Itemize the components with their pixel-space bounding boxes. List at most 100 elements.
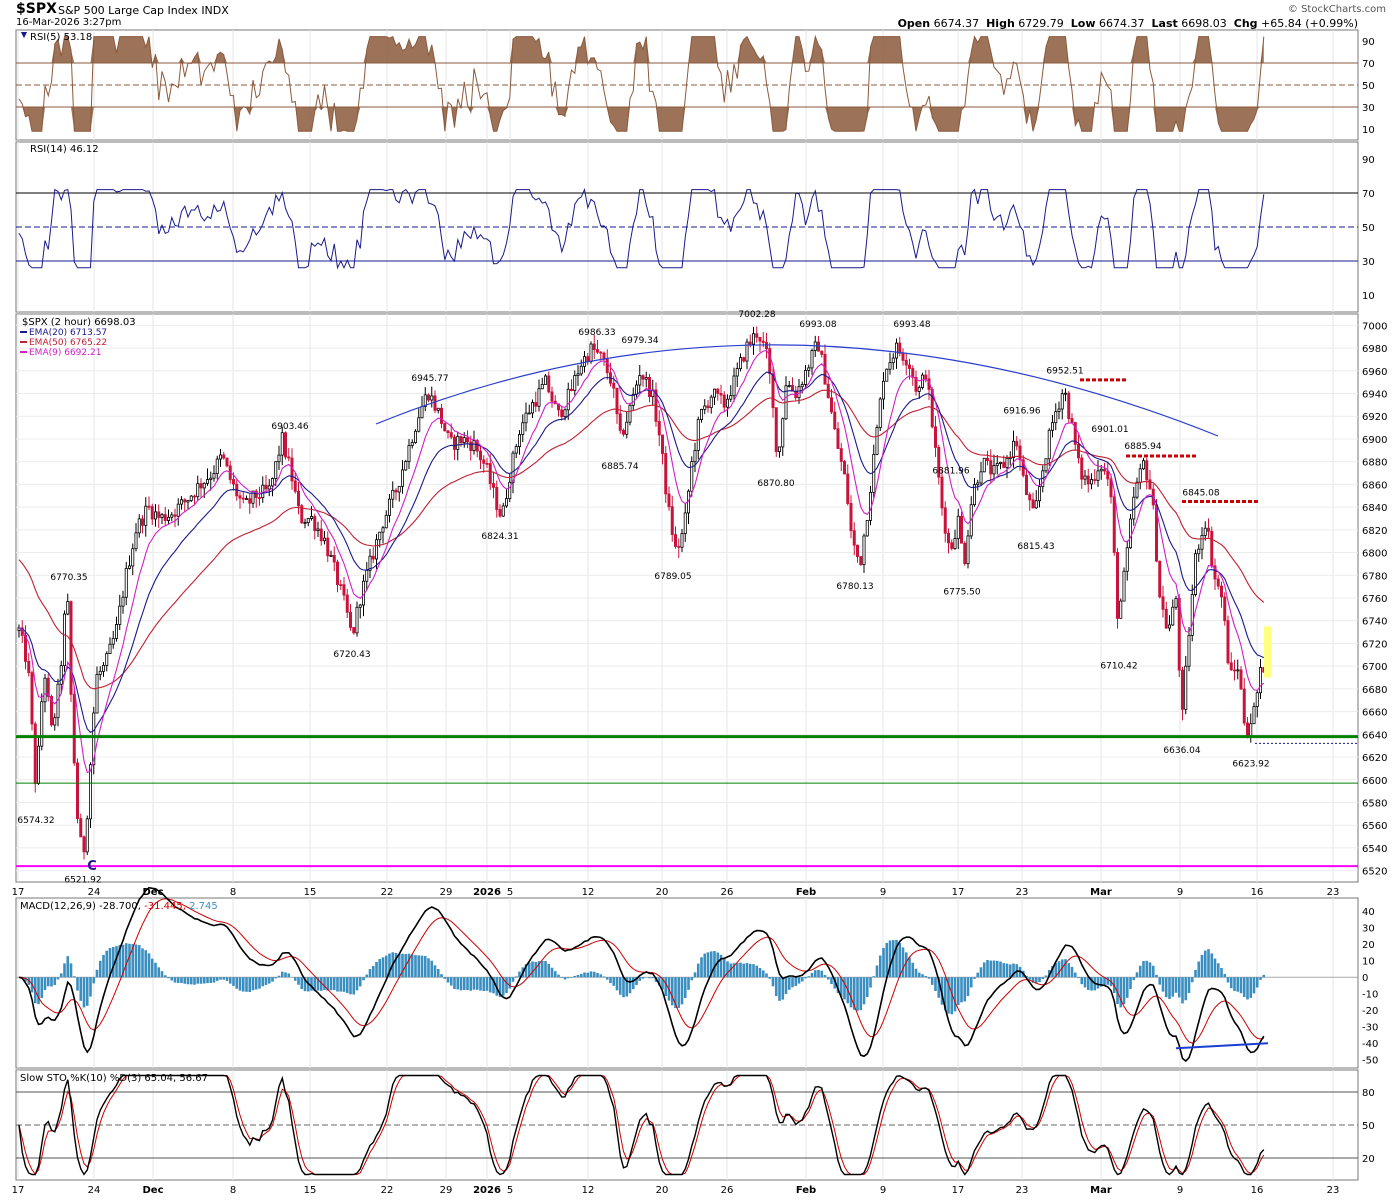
candle-body <box>127 565 131 569</box>
macd-hist-bar <box>128 943 131 978</box>
macd-hist-bar <box>254 977 258 990</box>
macd-hist-bar <box>313 977 317 992</box>
macd-hist-bar <box>843 977 846 1000</box>
price-tick-label: 6560 <box>1362 821 1387 832</box>
candle-body <box>371 555 375 560</box>
macd-hist-bar <box>703 953 707 978</box>
x-tick-label: 24 <box>88 1185 101 1196</box>
macd-hist-bar <box>420 955 424 978</box>
candle-body <box>79 818 83 838</box>
candle-body <box>810 350 814 369</box>
macd-hist-bar <box>732 963 736 978</box>
macd-hist-bar <box>878 955 882 978</box>
macd-hist-bar <box>804 977 807 979</box>
price-tick-label: 6800 <box>1362 549 1387 560</box>
candle-body <box>270 478 274 487</box>
macd-hist-bar <box>336 977 339 992</box>
macd-hist-bar <box>170 977 174 981</box>
candle-body <box>209 477 213 480</box>
macd-hist-bar <box>570 977 573 978</box>
macd-hist-bar <box>631 977 635 990</box>
candle-body <box>95 674 99 714</box>
macd-hist-bar <box>365 974 369 978</box>
x-tick-label: Mar <box>1090 1185 1112 1196</box>
candle-body <box>748 341 752 345</box>
macd-hist-bar <box>173 977 177 983</box>
macd-hist-bar <box>1119 977 1123 1008</box>
macd-hist-bar <box>196 977 200 984</box>
candle-body <box>475 440 479 452</box>
sto-panel: 80 50 20 Slow STO %K(10) %D(3) 65.04, 56.67 <box>16 1073 1375 1176</box>
macd-hist-bar <box>706 952 710 978</box>
price-annotation: 6952.51 <box>1046 366 1083 376</box>
x-tick-label: 23 <box>1016 887 1029 898</box>
candle-body <box>622 429 626 435</box>
candle-body <box>205 479 209 484</box>
candle-body <box>491 483 495 488</box>
candle-body <box>189 495 193 501</box>
macd-hist-bar <box>95 969 99 978</box>
x-tick-label: 26 <box>721 1185 734 1196</box>
ema9-line <box>18 350 1265 774</box>
candle-body <box>498 509 502 517</box>
macd-hist-bar <box>245 977 248 992</box>
macd-hist-bar <box>1122 977 1126 1005</box>
candle-body <box>254 490 258 498</box>
x-tick-label: 8 <box>230 887 236 898</box>
macd-hist-bar <box>1083 977 1087 988</box>
candle-body <box>407 445 411 462</box>
macd-hist-bar <box>1067 963 1071 978</box>
macd-hist-bar <box>326 977 330 991</box>
macd-hist-bar <box>531 961 534 978</box>
macd-hist-bar <box>362 977 365 981</box>
candle-body <box>641 375 645 380</box>
chart-header: $SPX S&P 500 Large Cap Index INDX 16-Mar… <box>0 0 1400 30</box>
x-tick-label: 17 <box>12 887 25 898</box>
macd-hist-bar <box>449 977 453 986</box>
macd-hist-bar <box>238 977 242 991</box>
macd-hist-bar <box>505 977 508 993</box>
candle-body <box>1047 429 1051 460</box>
price-tick-label: 6760 <box>1362 594 1387 605</box>
candle-body <box>1255 692 1259 707</box>
macd-hist-bar <box>332 977 336 990</box>
macd-hist-bar <box>1246 977 1249 1000</box>
candle-body <box>758 336 762 342</box>
macd-hist-bar <box>830 977 833 985</box>
legend-label: EMA(9) 6692.21 <box>29 348 101 358</box>
candle-body <box>163 514 167 521</box>
candle-body <box>280 432 284 456</box>
candle-body <box>1190 594 1194 636</box>
macd-hist-bar <box>930 977 934 985</box>
candle-body <box>1168 624 1172 629</box>
macd-hist-bar <box>472 977 476 990</box>
candle-body <box>856 544 860 557</box>
macd-hist-bar <box>976 972 980 978</box>
candle-body <box>452 436 456 450</box>
hist-value: 2.745 <box>189 901 218 912</box>
x-tick-label: 15 <box>304 887 317 898</box>
candle-body <box>1034 500 1038 509</box>
candle-body <box>514 446 518 454</box>
macd-hist-bar <box>609 977 612 984</box>
candle-body <box>804 370 808 385</box>
candle-body <box>1051 422 1055 431</box>
candle-body <box>296 490 300 507</box>
candle-body <box>761 340 765 343</box>
macd-hist-bar <box>1080 977 1084 985</box>
candle-body <box>901 352 905 361</box>
candle-body <box>1197 548 1201 555</box>
x-tick-label: 9 <box>1177 1185 1183 1196</box>
macd-hist-bar <box>508 977 512 989</box>
price-annotation: 6574.32 <box>17 816 54 826</box>
candle-body <box>134 532 138 550</box>
macd-hist-bar <box>1242 977 1246 997</box>
macd-hist-bar <box>1220 967 1223 978</box>
macd-hist-bar <box>683 977 687 998</box>
candle-body <box>72 693 76 764</box>
price-tick-label: 6740 <box>1362 617 1387 628</box>
macd-hist-bar <box>778 977 781 1001</box>
candle-body <box>420 406 424 419</box>
macd-hist-bar <box>823 975 827 978</box>
candle-body <box>895 342 899 359</box>
